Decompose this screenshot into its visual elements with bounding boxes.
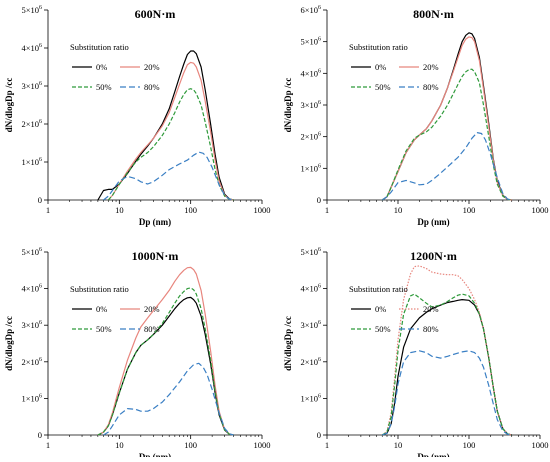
x-tick-label: 10 [115, 205, 124, 215]
y-tick-label: 1×106 [21, 157, 42, 167]
y-tick-label: 4×106 [21, 284, 42, 294]
legend-label: 0% [375, 62, 386, 72]
legend-label: 20% [423, 62, 439, 72]
x-tick-label: 1000 [254, 205, 271, 215]
y-tick-label: 0 [38, 430, 42, 440]
y-tick-label: 1×106 [300, 393, 321, 403]
y-axis-label: dN/dlogDp /cc [4, 78, 14, 133]
y-tick-label: 3×106 [21, 320, 42, 330]
x-axis-label: Dp (nm) [139, 217, 171, 227]
legend-title: Substitution ratio [349, 284, 408, 294]
x-tick-label: 100 [184, 440, 197, 450]
legend-label: 0% [375, 304, 386, 314]
series-line-0pct [97, 50, 234, 201]
x-tick-label: 1 [325, 205, 329, 215]
y-tick-label: 0 [317, 430, 321, 440]
series-line-80pct [103, 362, 234, 436]
y-tick-label: 6×106 [300, 5, 321, 15]
x-axis-label: Dp (nm) [417, 217, 449, 227]
y-tick-label: 5×106 [300, 37, 321, 47]
x-tick-label: 10 [394, 205, 403, 215]
x-tick-label: 100 [463, 205, 476, 215]
y-axis-label: dN/dlogDp /cc [283, 316, 293, 371]
x-tick-label: 1000 [532, 440, 549, 450]
series-line-20pct [381, 36, 512, 201]
y-tick-label: 0 [317, 195, 321, 205]
series-line-80pct [103, 151, 234, 201]
series-line-80pct [381, 132, 512, 201]
series-line-20pct [107, 61, 234, 201]
y-tick-label: 1×106 [21, 393, 42, 403]
y-tick-label: 5×106 [300, 247, 321, 257]
x-tick-label: 1 [46, 440, 50, 450]
y-tick-label: 3×106 [300, 100, 321, 110]
x-axis-label: Dp (nm) [417, 452, 449, 457]
chart-panel-1200: 1 10 100 1000 0 1×106 2×106 3×106 4×106 5×106 1200… [283, 247, 549, 462]
legend-title: Substitution ratio [70, 284, 129, 294]
chart-panel-1000: 1 10 100 1000 0 1×106 2×106 3×106 4×106 5×106 1000… [4, 247, 271, 462]
legend-label: 0% [96, 304, 107, 314]
x-tick-label: 1 [46, 205, 50, 215]
chart-panel-800: 1 10 100 1000 0 1×106 2×106 3×106 4×106 5×106 6×10… [283, 5, 549, 227]
legend-label: 20% [144, 62, 160, 72]
y-tick-label: 4×106 [300, 284, 321, 294]
series-line-50pct [97, 287, 234, 436]
chart-panel-600: 1 10 100 1000 0 1×106 2×106 3×106 4×106 5×106 600N… [4, 5, 271, 227]
legend-title: Substitution ratio [349, 42, 408, 52]
series-line-80pct [381, 350, 512, 436]
x-tick-label: 1 [325, 440, 329, 450]
y-axis-label: dN/dlogDp /cc [283, 78, 293, 133]
y-tick-label: 0 [38, 195, 42, 205]
legend-label: 50% [96, 82, 112, 92]
x-tick-label: 1000 [254, 440, 271, 450]
y-tick-label: 4×106 [300, 68, 321, 78]
legend-label: 50% [375, 324, 391, 334]
y-tick-label: 3×106 [300, 320, 321, 330]
y-tick-label: 3×106 [21, 81, 42, 91]
chart-title: 800N·m [413, 7, 454, 21]
y-tick-label: 2×106 [300, 132, 321, 142]
legend-title: Substitution ratio [70, 42, 129, 52]
chart-title: 1200N·m [410, 249, 457, 263]
x-tick-label: 10 [115, 440, 124, 450]
y-tick-label: 5×106 [21, 5, 42, 15]
chart-title: 600N·m [135, 7, 176, 21]
legend-label: 50% [96, 324, 112, 334]
legend-label: 80% [144, 82, 160, 92]
y-tick-label: 2×106 [21, 357, 42, 367]
legend-label: 20% [423, 304, 439, 314]
y-tick-label: 2×106 [300, 357, 321, 367]
y-tick-label: 5×106 [21, 247, 42, 257]
series-line-50pct [381, 68, 512, 201]
series-line-50pct [381, 293, 512, 436]
series-line-20pct [97, 266, 234, 436]
y-tick-label: 1×106 [300, 163, 321, 173]
x-tick-label: 10 [394, 440, 403, 450]
x-axis-label: Dp (nm) [139, 452, 171, 457]
series-line-50pct [107, 88, 234, 201]
legend-label: 20% [144, 304, 160, 314]
x-tick-label: 100 [463, 440, 476, 450]
series-line-0pct [381, 32, 512, 201]
legend-label: 0% [96, 62, 107, 72]
x-tick-label: 1000 [532, 205, 549, 215]
legend-label: 80% [423, 82, 439, 92]
legend-label: 50% [375, 82, 391, 92]
chart-title: 1000N·m [132, 249, 179, 263]
x-tick-label: 100 [184, 205, 197, 215]
legend-label: 80% [144, 324, 160, 334]
y-tick-label: 4×106 [21, 43, 42, 53]
y-axis-label: dN/dlogDp /cc [4, 316, 14, 371]
y-tick-label: 2×106 [21, 119, 42, 129]
legend-label: 80% [423, 324, 439, 334]
